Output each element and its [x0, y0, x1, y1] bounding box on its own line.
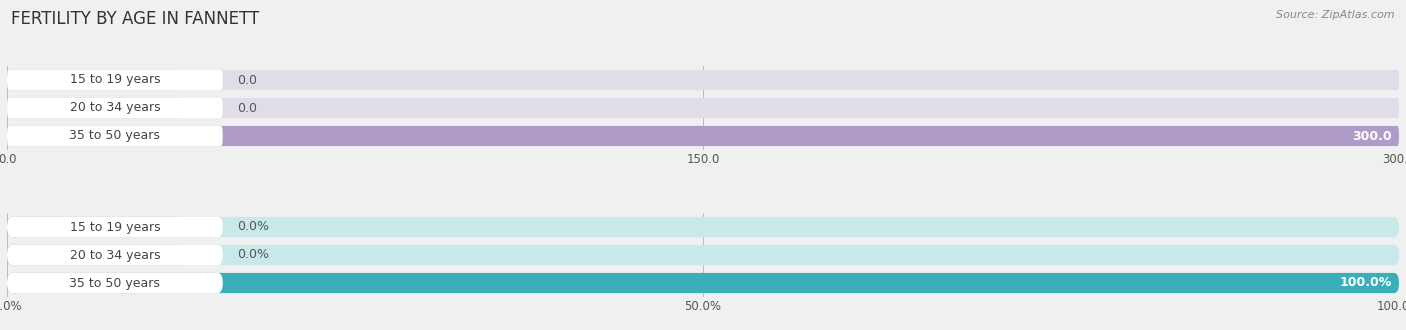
- FancyBboxPatch shape: [7, 217, 1399, 237]
- FancyBboxPatch shape: [7, 273, 1399, 293]
- FancyBboxPatch shape: [7, 273, 222, 293]
- FancyBboxPatch shape: [7, 70, 1399, 90]
- FancyBboxPatch shape: [7, 126, 222, 146]
- Text: 0.0: 0.0: [236, 102, 257, 115]
- FancyBboxPatch shape: [7, 98, 222, 118]
- FancyBboxPatch shape: [7, 217, 222, 237]
- Text: 20 to 34 years: 20 to 34 years: [69, 102, 160, 115]
- FancyBboxPatch shape: [7, 98, 184, 118]
- Text: Source: ZipAtlas.com: Source: ZipAtlas.com: [1277, 10, 1395, 20]
- Text: 15 to 19 years: 15 to 19 years: [69, 74, 160, 86]
- FancyBboxPatch shape: [7, 70, 222, 90]
- FancyBboxPatch shape: [7, 126, 1399, 146]
- Text: 0.0%: 0.0%: [236, 248, 269, 261]
- Text: FERTILITY BY AGE IN FANNETT: FERTILITY BY AGE IN FANNETT: [11, 10, 260, 28]
- FancyBboxPatch shape: [7, 126, 1399, 146]
- Text: 35 to 50 years: 35 to 50 years: [69, 277, 160, 289]
- Text: 0.0: 0.0: [236, 74, 257, 86]
- Text: 15 to 19 years: 15 to 19 years: [69, 220, 160, 234]
- FancyBboxPatch shape: [7, 70, 184, 90]
- Text: 100.0%: 100.0%: [1340, 277, 1392, 289]
- FancyBboxPatch shape: [7, 217, 184, 237]
- FancyBboxPatch shape: [7, 245, 222, 265]
- FancyBboxPatch shape: [7, 98, 1399, 118]
- Text: 300.0: 300.0: [1353, 129, 1392, 143]
- FancyBboxPatch shape: [7, 245, 1399, 265]
- FancyBboxPatch shape: [7, 245, 184, 265]
- Text: 20 to 34 years: 20 to 34 years: [69, 248, 160, 261]
- FancyBboxPatch shape: [7, 273, 1399, 293]
- Text: 0.0%: 0.0%: [236, 220, 269, 234]
- Text: 35 to 50 years: 35 to 50 years: [69, 129, 160, 143]
